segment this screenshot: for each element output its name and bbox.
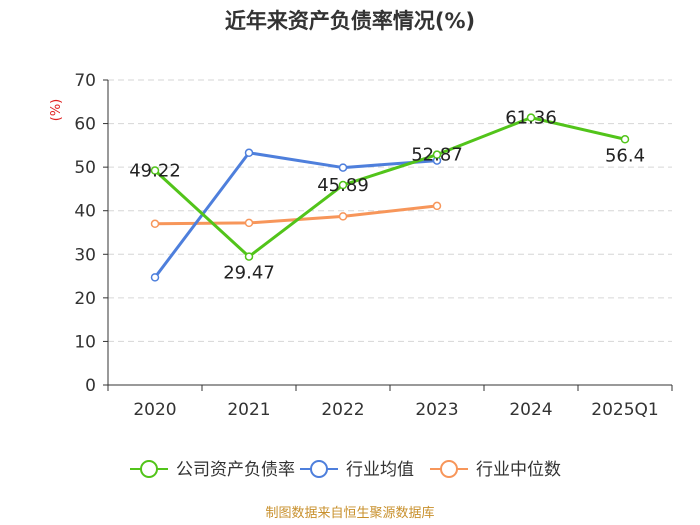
legend-item[interactable]: 行业均值 — [300, 460, 414, 480]
y-tick-label: 30 — [74, 245, 96, 265]
x-tick-label: 2025Q1 — [591, 400, 658, 420]
data-point — [150, 273, 160, 282]
y-tick-label: 10 — [74, 332, 96, 352]
y-tick-label: 20 — [74, 289, 96, 309]
y-tick-label: 70 — [74, 71, 96, 91]
data-point — [432, 201, 442, 211]
legend-item[interactable]: 行业中位数 — [430, 460, 561, 480]
legend-label: 公司资产负债率 — [176, 460, 295, 480]
data-point — [150, 219, 160, 229]
x-tick-label: 2022 — [321, 400, 364, 420]
data-label: 61.36 — [505, 108, 557, 129]
data-label: 52.87 — [411, 145, 463, 166]
data-label: 29.47 — [223, 263, 275, 284]
x-tick-label: 2020 — [133, 400, 176, 420]
legend-label: 行业中位数 — [476, 460, 561, 480]
x-tick-label: 2024 — [509, 400, 552, 420]
data-label: 45.89 — [317, 175, 369, 196]
axes: 0 10 20 30 40 50 60 70 2020 2021 2022 2023 2024 2025Q… — [74, 71, 673, 420]
data-point — [244, 252, 254, 261]
series-layer — [150, 113, 630, 282]
y-tick-label: 40 — [74, 202, 96, 222]
source-note: 制图数据来自恒生聚源数据库 — [265, 505, 434, 521]
legend-marker-icon — [140, 460, 158, 478]
x-tick-label: 2021 — [227, 400, 270, 420]
data-point — [338, 180, 348, 190]
y-tick-label: 50 — [74, 158, 96, 178]
data-point — [432, 150, 442, 159]
legend[interactable]: 公司资产负债率 行业均值 行业中位数 — [130, 460, 561, 480]
y-axis-label: (%) — [49, 99, 64, 122]
data-label: 49.22 — [129, 161, 181, 182]
legend-marker-icon — [440, 460, 458, 478]
data-point — [338, 212, 348, 221]
legend-item[interactable]: 公司资产负债率 — [130, 460, 295, 480]
grid — [108, 79, 672, 342]
x-tick-label: 2023 — [415, 400, 458, 420]
data-point — [338, 163, 348, 172]
data-point — [244, 148, 254, 158]
series-line — [153, 151, 438, 279]
y-tick-label: 60 — [74, 115, 96, 135]
y-tick-label: 0 — [85, 376, 96, 396]
legend-marker-icon — [310, 460, 328, 478]
data-point — [526, 113, 536, 122]
legend-label: 行业均值 — [346, 460, 414, 480]
data-labels: 49.22 29.47 45.89 52.87 61.36 56.4 — [129, 108, 645, 284]
data-point — [150, 166, 160, 175]
series-line — [153, 116, 626, 259]
data-point — [244, 218, 254, 228]
data-label: 56.4 — [605, 145, 645, 166]
data-point — [620, 135, 630, 144]
chart-title: 近年来资产负债率情况(%) — [225, 9, 475, 33]
